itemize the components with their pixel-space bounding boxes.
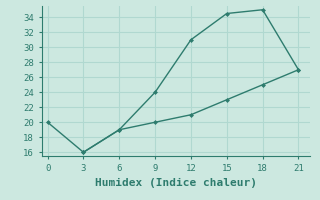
X-axis label: Humidex (Indice chaleur): Humidex (Indice chaleur)	[95, 178, 257, 188]
